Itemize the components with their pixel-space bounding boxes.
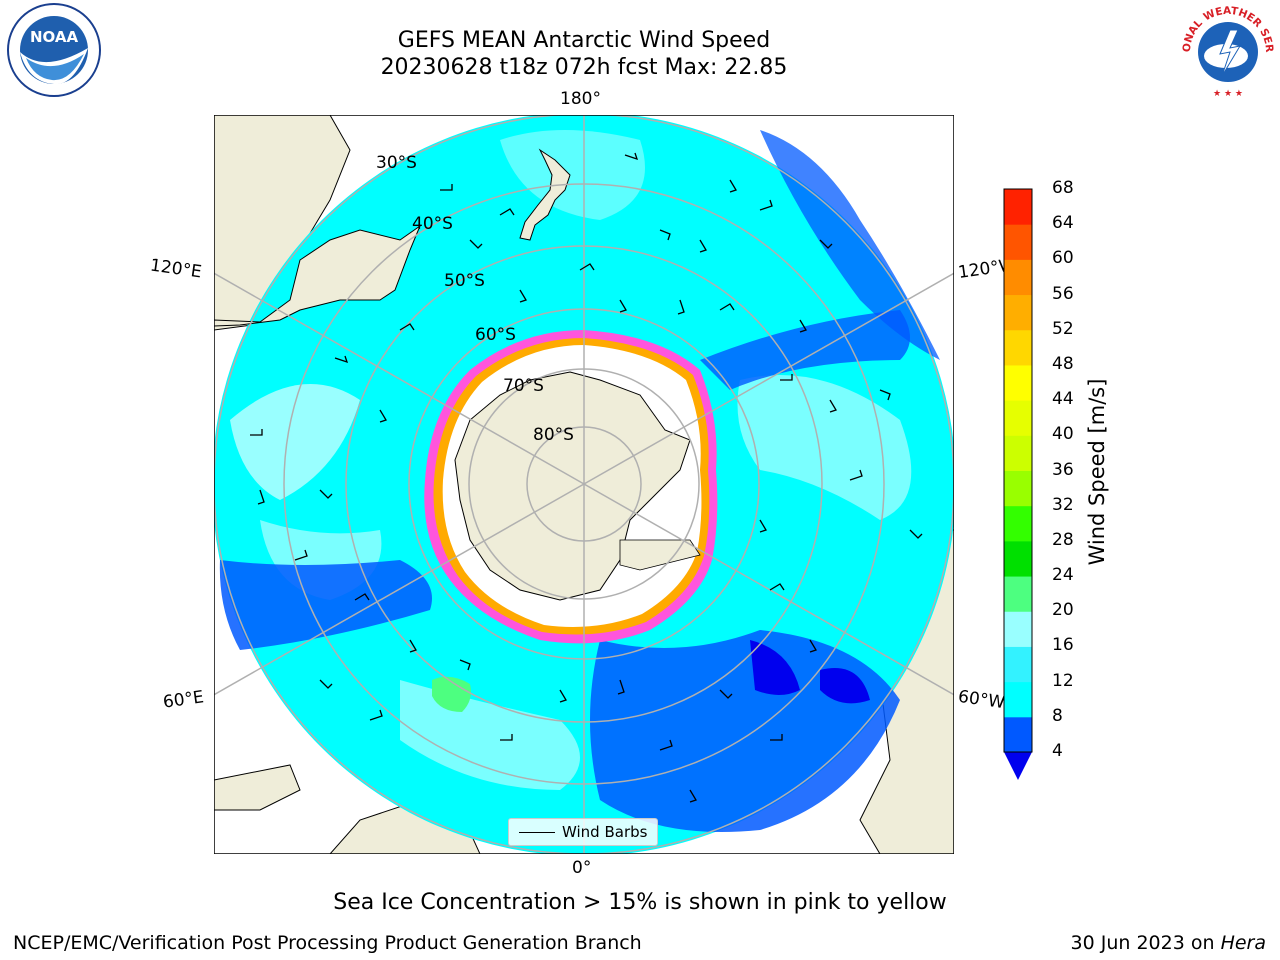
chart-subtitle: 20230628 t18z 072h fcst Max: 22.85 [380, 55, 788, 80]
colorbar-segment [1004, 681, 1032, 718]
colorbar-segment [1004, 646, 1032, 683]
colorbar-tick-label: 40 [1052, 424, 1074, 445]
colorbar-under-arrow [1004, 752, 1032, 780]
lat-label-80s: 80°S [533, 425, 574, 445]
lon-label-0: 0° [572, 858, 592, 878]
colorbar-tick-label: 16 [1052, 635, 1074, 656]
polar-map [214, 115, 954, 854]
colorbar-tick-label: 4 [1052, 741, 1063, 761]
colorbar-tick-label: 64 [1052, 213, 1074, 234]
colorbar-tick-label: 56 [1052, 283, 1074, 304]
colorbar-tick-label: 12 [1052, 670, 1074, 691]
noaa-logo-text: NOAA [30, 28, 79, 46]
footer-branch: NCEP/EMC/Verification Post Processing Pr… [13, 932, 642, 954]
colorbar-tick-label: 28 [1052, 529, 1074, 550]
nws-logo: NATIONAL WEATHER SERVICE ★ ★ ★ [1176, 0, 1276, 100]
lon-label-60w: 60°W [956, 686, 1007, 714]
colorbar-segment [1004, 364, 1032, 401]
sea-ice-note: Sea Ice Concentration > 15% is shown in … [333, 890, 947, 915]
colorbar-segment [1004, 400, 1032, 436]
colorbar-tick-label: 32 [1052, 494, 1074, 515]
colorbar-segment [1004, 329, 1032, 366]
chart-title: GEFS MEAN Antarctic Wind Speed [397, 28, 771, 53]
footer-host: Hera [1220, 932, 1266, 954]
colorbar [1003, 188, 1033, 780]
colorbar-segment [1004, 576, 1032, 612]
colorbar-label: Wind Speed [m/s] [1085, 378, 1109, 566]
colorbar-segment [1004, 611, 1032, 647]
colorbar-tick-label: 20 [1052, 600, 1074, 621]
wind-barbs [250, 152, 923, 803]
lon-label-180: 180° [560, 89, 601, 109]
footer-date: 30 Jun 2023 on Hera [1071, 932, 1266, 954]
footer-date-text: 30 Jun 2023 on [1070, 932, 1221, 954]
colorbar-segment [1004, 505, 1032, 542]
colorbar-tick-label: 60 [1052, 248, 1074, 269]
colorbar-segment [1004, 224, 1032, 260]
colorbar-segment [1004, 716, 1032, 753]
noaa-logo: NOAA [7, 3, 101, 97]
wind-barbs-legend: Wind Barbs [508, 818, 658, 846]
legend-line-swatch [519, 832, 555, 833]
lat-label-60s: 60°S [475, 325, 516, 345]
colorbar-segment [1004, 435, 1032, 471]
lat-label-50s: 50°S [444, 271, 485, 291]
lon-label-120e: 120°E [148, 255, 203, 283]
nws-star-icon: ★ ★ ★ [1213, 89, 1243, 99]
lon-label-60e: 60°E [161, 687, 206, 713]
colorbar-segment [1004, 540, 1032, 577]
colorbar-tick-label: 8 [1052, 705, 1063, 726]
lat-label-70s: 70°S [503, 376, 544, 396]
colorbar-segment [1004, 189, 1032, 225]
colorbar-tick-label: 48 [1052, 353, 1074, 374]
lat-label-30s: 30°S [376, 153, 417, 173]
colorbar-tick-label: 68 [1052, 178, 1074, 198]
colorbar-tick-label: 44 [1052, 389, 1074, 410]
colorbar-segment [1004, 294, 1032, 331]
colorbar-tick-label: 52 [1052, 318, 1074, 339]
colorbar-tick-label: 24 [1052, 565, 1074, 586]
colorbar-tick-label: 36 [1052, 459, 1074, 480]
legend-label: Wind Barbs [562, 823, 648, 841]
colorbar-segment [1004, 470, 1032, 507]
graticule [214, 115, 954, 854]
colorbar-segment [1004, 259, 1032, 296]
lat-label-40s: 40°S [412, 214, 453, 234]
